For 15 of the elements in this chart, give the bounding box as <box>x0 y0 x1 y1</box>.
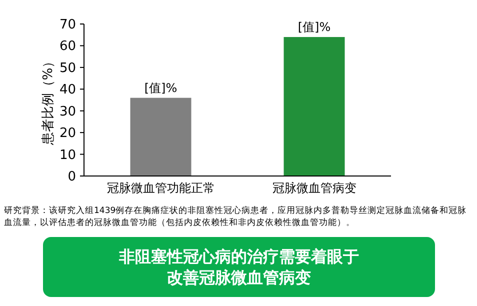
y-tick-label: 50 <box>59 60 76 76</box>
text: 研究背景：该研究入组1439例存在胸痛症状的非阻塞性冠心病患者，应用冠脉内多普勒导丝测定冠脉血流储备和冠脉血流量，以评估患者的冠脉微血管功能（包括内皮依赖性和非内皮依赖性微血管功能）。 <box>4 205 468 229</box>
y-tick-label: 10 <box>59 148 76 163</box>
data-label: [值]% <box>144 80 178 95</box>
x-tick-label: 冠脉微血管功能正常 <box>106 181 215 195</box>
y-axis-title: 患者比例（%） <box>41 54 56 146</box>
y-tick-label: 0 <box>68 170 76 184</box>
y-tick-label: 30 <box>59 104 76 120</box>
y-tick-label: 40 <box>59 82 76 98</box>
y-tick-label: 60 <box>59 39 76 54</box>
x-tick-label: 冠脉微血管病变 <box>272 181 356 195</box>
y-tick-label: 70 <box>59 18 76 32</box>
text: 非阻塞性冠心病的治疗需要着眼于改善冠脉微血管病变 <box>43 237 435 297</box>
data-label: [值]% <box>298 20 331 34</box>
y-tick-label: 20 <box>59 126 76 142</box>
